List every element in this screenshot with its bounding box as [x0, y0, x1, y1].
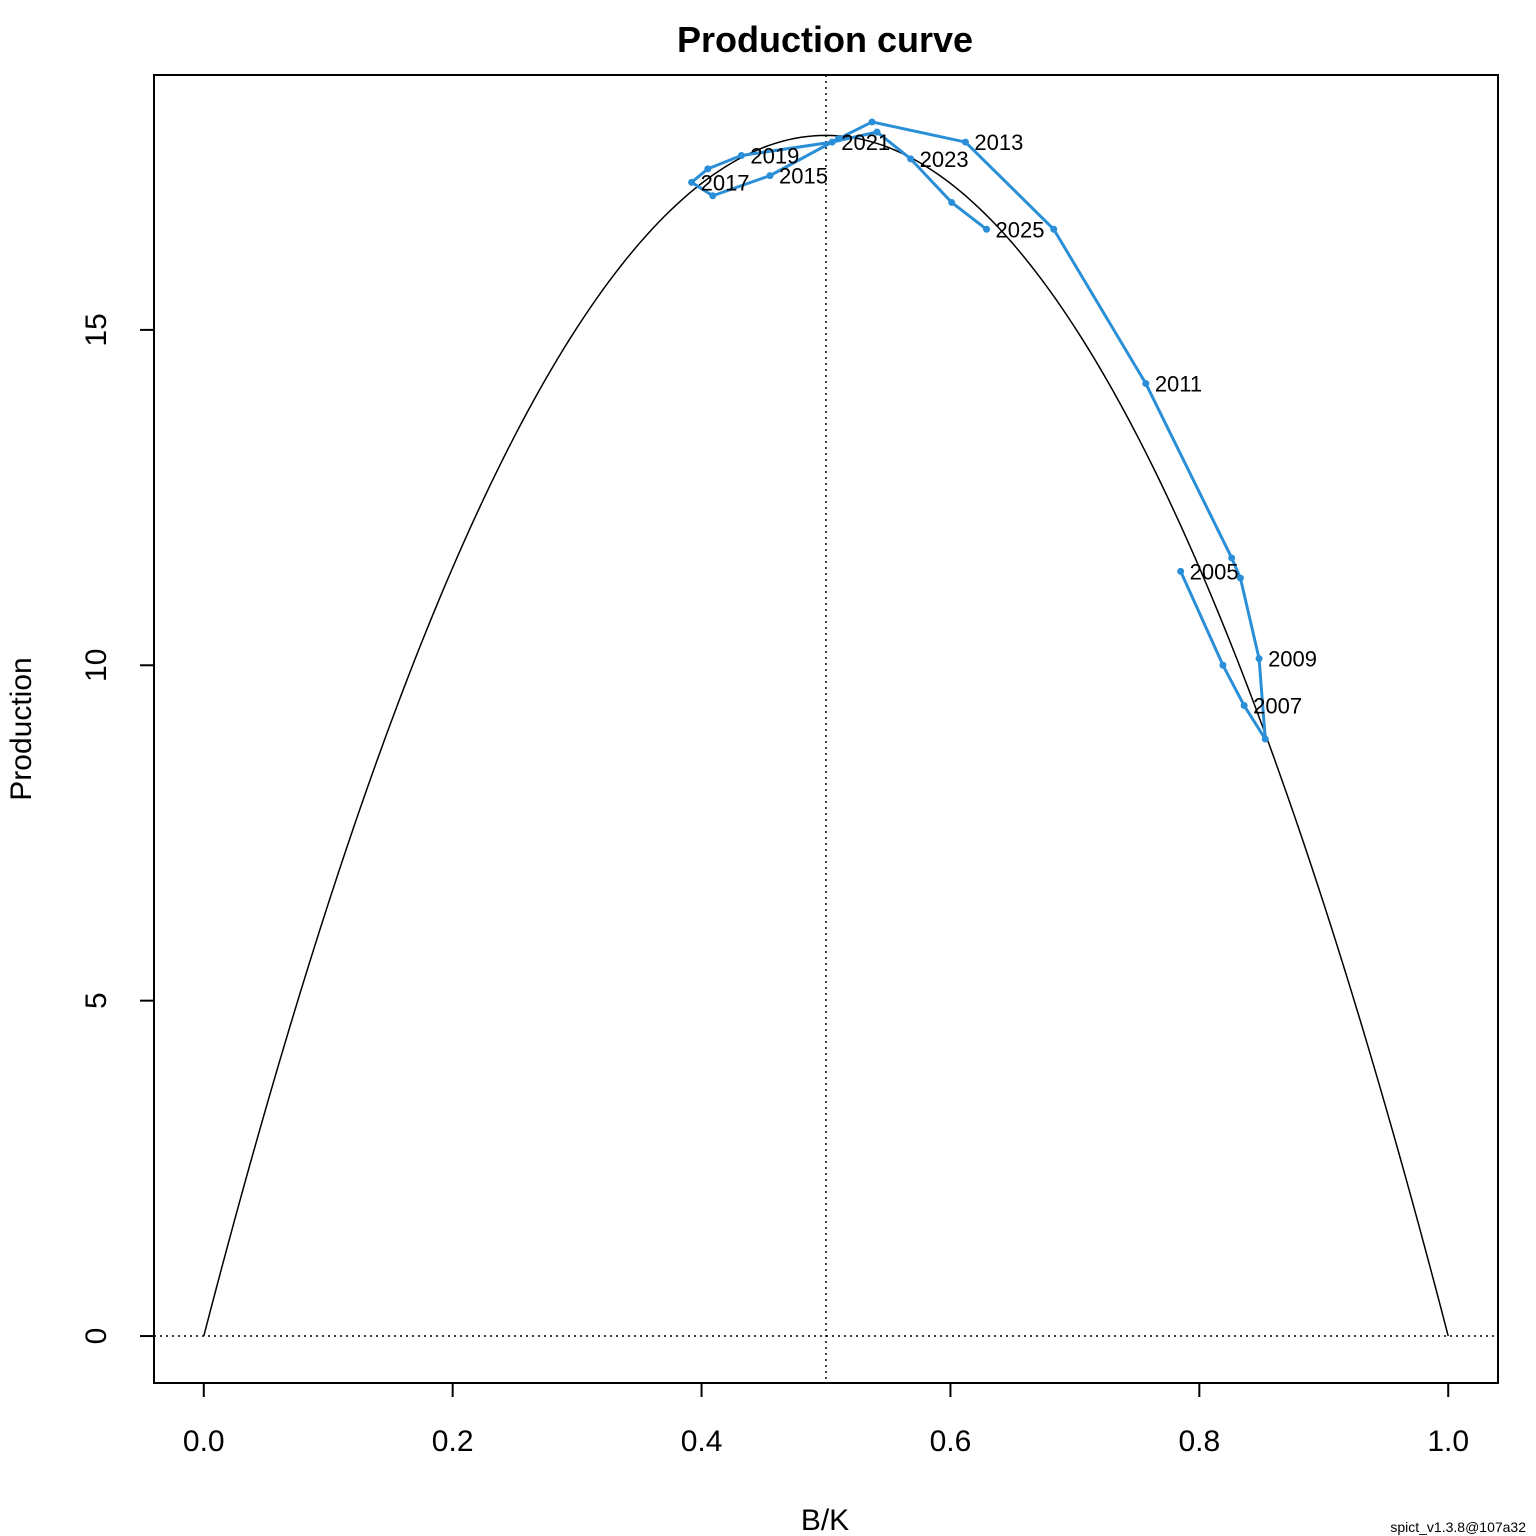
trajectory-point [688, 178, 696, 186]
trajectory-point [709, 192, 717, 200]
y-tick-label: 5 [80, 992, 113, 1009]
year-label-2011: 2011 [1155, 372, 1202, 397]
plot-frame [153, 74, 1499, 1384]
trajectory-point [1050, 225, 1058, 233]
trajectory-line [690, 120, 1267, 741]
trajectory-point [1219, 661, 1227, 669]
year-label-2005: 2005 [1190, 559, 1239, 584]
year-label-2021: 2021 [841, 130, 890, 155]
year-label-2019: 2019 [750, 143, 799, 168]
y-axis-label: Production [5, 657, 38, 800]
trajectory-point [983, 225, 991, 233]
trajectory-point [948, 198, 956, 206]
y-tick-label: 0 [80, 1328, 113, 1345]
year-label-2009: 2009 [1268, 647, 1317, 672]
trajectory-point [868, 118, 876, 126]
trajectory-point [737, 151, 745, 159]
trajectory-point [1228, 554, 1236, 562]
year-label-2023: 2023 [920, 147, 969, 172]
y-axis: 0 5 10 15 [80, 313, 154, 1344]
year-label-2017: 2017 [701, 170, 750, 195]
trajectory-point [1255, 655, 1263, 663]
x-tick-label: 0.8 [1178, 1425, 1220, 1458]
trajectory-point [1261, 735, 1269, 743]
trajectory-point [1177, 567, 1185, 575]
y-tick-label: 15 [80, 313, 113, 346]
year-label-2007: 2007 [1253, 694, 1302, 719]
trajectory-point [961, 138, 969, 146]
y-tick-label: 10 [80, 649, 113, 682]
trajectory-point [828, 138, 836, 146]
trajectory-point [766, 172, 774, 180]
production-curve-line [203, 134, 1449, 1337]
trajectory-point [1236, 574, 1244, 582]
year-label-2013: 2013 [974, 130, 1023, 155]
trajectory-point [834, 135, 842, 143]
x-axis-label: B/K [801, 1504, 849, 1536]
x-axis: 0.0 0.2 0.4 0.6 0.8 1.0 [183, 1383, 1469, 1458]
x-tick-label: 1.0 [1427, 1425, 1469, 1458]
footer-version-text: spict_v1.3.8@107a32 [1390, 1519, 1526, 1535]
year-label-2025: 2025 [996, 217, 1045, 242]
year-label-2015: 2015 [779, 164, 828, 189]
trajectory-point [704, 165, 712, 173]
trajectory-point [873, 128, 881, 136]
trajectory-point [1240, 702, 1248, 710]
chart-title: Production curve [677, 19, 973, 60]
trajectory-point [907, 155, 915, 163]
x-tick-label: 0.6 [930, 1425, 972, 1458]
trajectory-point [1142, 380, 1150, 388]
x-tick-label: 0.0 [183, 1425, 225, 1458]
x-tick-label: 0.4 [681, 1425, 723, 1458]
x-tick-label: 0.2 [432, 1425, 474, 1458]
